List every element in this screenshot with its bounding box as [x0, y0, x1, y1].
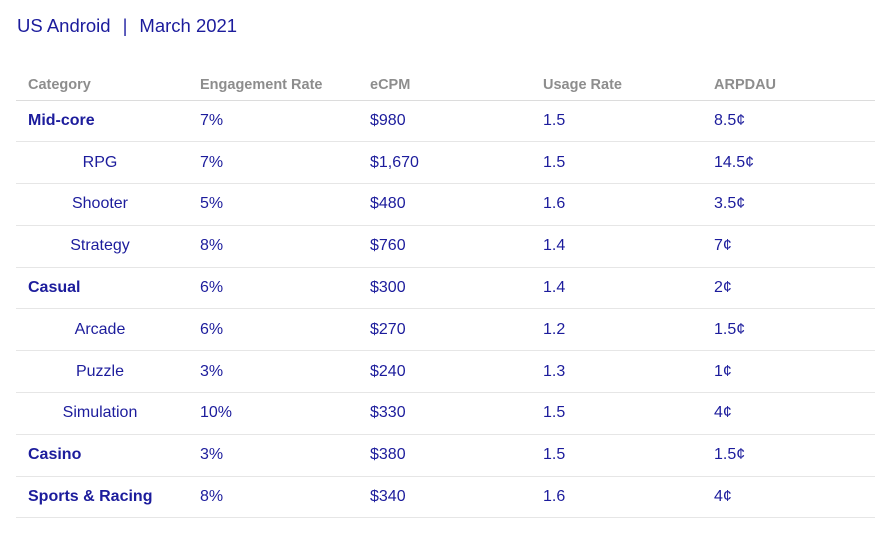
engagement-rate-cell: 6% [200, 267, 370, 310]
table-row: Strategy 8% $760 1.4 7¢ [16, 225, 875, 268]
ecpm-cell: $300 [370, 267, 543, 310]
table-row: RPG 7% $1,670 1.5 14.5¢ [16, 141, 875, 185]
column-header-ecpm: eCPM [370, 70, 543, 101]
ecpm-cell: $1,670 [370, 141, 543, 185]
arpdau-cell: 4¢ [714, 476, 875, 519]
engagement-rate-cell: 8% [200, 476, 370, 519]
engagement-rate-cell: 8% [200, 225, 370, 268]
arpdau-cell: 3.5¢ [714, 183, 875, 226]
category-cell: Sports & Racing [16, 476, 200, 519]
ecpm-cell: $480 [370, 183, 543, 226]
category-cell: Shooter [16, 183, 200, 226]
ecpm-cell: $760 [370, 225, 543, 268]
ecpm-cell: $340 [370, 476, 543, 519]
ecpm-cell: $330 [370, 392, 543, 435]
category-cell: Casino [16, 434, 200, 477]
arpdau-cell: 14.5¢ [714, 141, 875, 185]
category-cell: Mid-core [16, 100, 200, 143]
title-period: March 2021 [139, 15, 238, 36]
category-cell: Simulation [16, 392, 200, 435]
title-platform: US Android [17, 15, 111, 36]
usage-rate-cell: 1.5 [543, 392, 714, 435]
table-row: Puzzle 3% $240 1.3 1¢ [16, 350, 875, 394]
table-row: Mid-core 7% $980 1.5 8.5¢ [16, 100, 875, 143]
engagement-rate-cell: 10% [200, 392, 370, 435]
usage-rate-cell: 1.3 [543, 350, 714, 394]
category-cell: Puzzle [16, 350, 200, 394]
arpdau-cell: 1.5¢ [714, 308, 875, 352]
ecpm-cell: $980 [370, 100, 543, 143]
arpdau-cell: 1.5¢ [714, 434, 875, 477]
table-row: Arcade 6% $270 1.2 1.5¢ [16, 308, 875, 352]
engagement-rate-cell: 6% [200, 308, 370, 352]
usage-rate-cell: 1.6 [543, 183, 714, 226]
column-header-usage-rate: Usage Rate [543, 70, 714, 101]
engagement-rate-cell: 7% [200, 141, 370, 185]
usage-rate-cell: 1.4 [543, 225, 714, 268]
table-row: Shooter 5% $480 1.6 3.5¢ [16, 183, 875, 226]
category-cell: Arcade [16, 308, 200, 352]
metrics-table: Category Engagement Rate eCPM Usage Rate… [16, 70, 875, 519]
category-cell: RPG [16, 141, 200, 185]
table-body: Mid-core 7% $980 1.5 8.5¢ RPG 7% $1,670 1.5 14.5¢… [16, 100, 875, 519]
usage-rate-cell: 1.4 [543, 267, 714, 310]
ecpm-cell: $270 [370, 308, 543, 352]
table-row: Simulation 10% $330 1.5 4¢ [16, 392, 875, 435]
column-header-engagement-rate: Engagement Rate [200, 70, 370, 101]
header-row: Category Engagement Rate eCPM Usage Rate… [16, 70, 875, 101]
arpdau-cell: 8.5¢ [714, 100, 875, 143]
arpdau-cell: 7¢ [714, 225, 875, 268]
usage-rate-cell: 1.5 [543, 100, 714, 143]
engagement-rate-cell: 3% [200, 350, 370, 394]
table-row: Casino 3% $380 1.5 1.5¢ [16, 434, 875, 477]
table-row: Sports & Racing 8% $340 1.6 4¢ [16, 476, 875, 519]
title-separator: | [122, 15, 128, 36]
arpdau-cell: 1¢ [714, 350, 875, 394]
usage-rate-cell: 1.5 [543, 141, 714, 185]
ecpm-cell: $240 [370, 350, 543, 394]
column-header-arpdau: ARPDAU [714, 70, 875, 101]
engagement-rate-cell: 5% [200, 183, 370, 226]
table-header: Category Engagement Rate eCPM Usage Rate… [16, 70, 875, 101]
category-cell: Casual [16, 267, 200, 310]
arpdau-cell: 2¢ [714, 267, 875, 310]
category-cell: Strategy [16, 225, 200, 268]
usage-rate-cell: 1.5 [543, 434, 714, 477]
usage-rate-cell: 1.6 [543, 476, 714, 519]
ecpm-cell: $380 [370, 434, 543, 477]
column-header-category: Category [16, 70, 200, 101]
engagement-rate-cell: 3% [200, 434, 370, 477]
table-row: Casual 6% $300 1.4 2¢ [16, 267, 875, 310]
usage-rate-cell: 1.2 [543, 308, 714, 352]
arpdau-cell: 4¢ [714, 392, 875, 435]
page-title: US Android | March 2021 [0, 0, 891, 38]
engagement-rate-cell: 7% [200, 100, 370, 143]
